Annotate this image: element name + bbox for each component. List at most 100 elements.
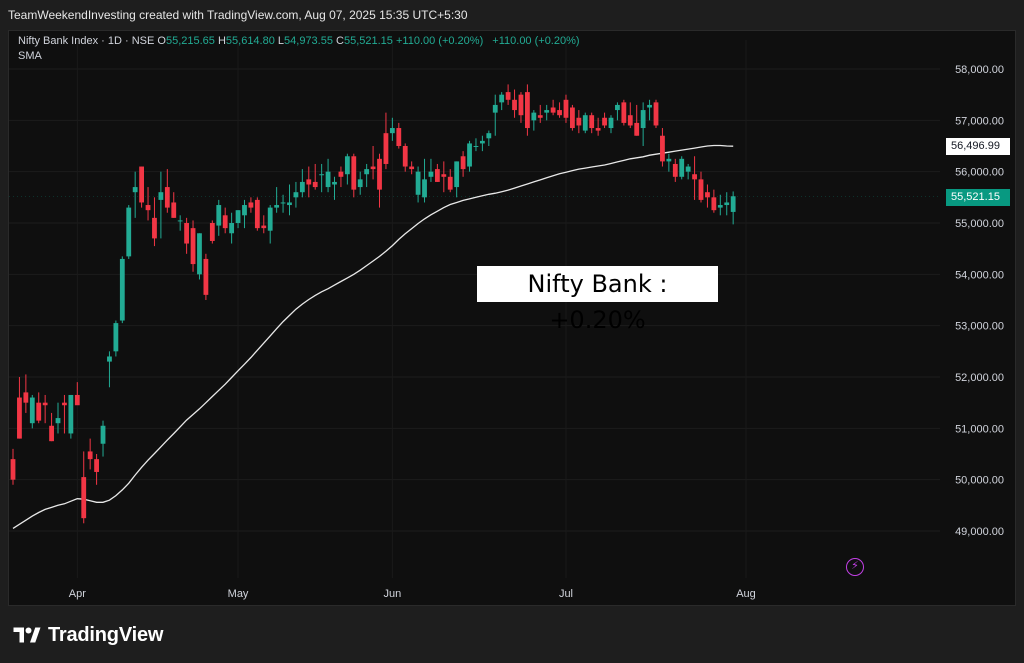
candle [666,153,672,172]
legend-symbol: Nifty Bank Index · 1D · NSE [18,35,155,47]
candle-body [299,181,305,193]
legend-low-label: L [277,35,285,47]
candle [447,169,453,193]
candle [299,169,305,198]
candle-body [653,102,659,126]
legend-open-value: 55,215.65 [165,35,215,47]
tradingview-brand-text: TradingView [48,623,164,646]
candle [357,171,363,195]
candle [287,184,292,216]
candle [608,115,614,134]
candle [351,153,357,198]
candle-body [42,402,48,406]
candle [647,99,652,121]
candle-body [235,210,241,223]
candle-body [177,220,183,222]
candle-body [409,166,415,170]
candle [74,382,80,406]
candle-body [222,215,228,229]
candle [94,454,99,485]
candle-body [74,394,80,406]
candle-body [396,128,402,146]
candle-body [81,477,87,519]
candle-body [550,107,556,113]
candle [377,153,382,208]
y-tick-label: 58,000.00 [955,64,1004,76]
candle [100,420,106,457]
candle [184,217,190,254]
candle-body [10,459,16,480]
candle [229,212,235,244]
candle-body [203,258,209,295]
candle-body [383,133,389,164]
x-tick-label: Jun [383,588,401,600]
candle [280,194,286,213]
candle-body [486,133,492,139]
candle [711,189,717,213]
candle-body [512,99,517,111]
candle-body [312,181,318,188]
candle [512,89,517,118]
candle-body [267,207,273,231]
candle [332,176,337,200]
lightning-icon[interactable]: ⚡ [846,558,864,576]
candle-body [184,223,190,244]
candle-body [428,171,434,177]
candle [152,197,157,247]
candle [692,156,697,200]
candle [653,99,659,129]
candle-body [158,192,164,200]
candle [177,215,183,231]
y-axis: 49,000.00 50,000.00 51,000.00 52,000.00 53,0… [955,64,1004,538]
candle [570,104,575,131]
candle-body [139,166,144,203]
candle-body [595,128,601,131]
candle [730,191,736,225]
chart-header-title: TeamWeekendInvesting created with Tradin… [8,8,468,22]
candle [724,192,730,216]
candle [454,161,460,198]
candle [531,110,537,131]
candle [222,207,228,234]
candle-body [460,156,466,170]
x-tick-label: Apr [69,588,86,600]
candle [698,171,704,203]
y-tick-label: 52,000.00 [955,372,1004,384]
candle-body [171,202,177,218]
sma-line [12,144,734,529]
candle [55,402,61,434]
candle-body [306,179,312,185]
candle [81,451,87,524]
candle [62,394,67,434]
grid-lines [9,40,940,578]
candle-body [113,323,119,352]
candle-body [544,110,550,113]
candle-body [23,392,29,403]
candle-body [615,104,620,111]
legend-close-label: C [336,35,344,47]
legend-indicator-sma[interactable]: SMA [18,50,42,62]
candle-body [389,128,395,134]
candle-body [29,397,35,424]
tradingview-branding[interactable]: TradingView [12,622,163,648]
candle [364,163,370,188]
chart-frame[interactable] [8,30,1016,606]
legend-high-value: 55,614.80 [225,35,275,47]
candle-body [145,205,151,211]
candle [660,128,665,167]
candle [473,138,479,152]
candle [589,112,595,134]
candle-body [589,115,595,129]
candle [36,392,42,424]
performance-annotation: Nifty Bank : +0.20% [477,266,718,334]
candle [383,112,389,170]
candle [518,92,524,123]
candle-body [68,394,74,434]
candle-body [216,205,222,226]
candle-body [711,197,717,211]
candle [634,104,640,136]
candle [306,166,312,198]
candle-body [338,171,344,177]
legend-close-value: 55,521.15 [343,35,393,47]
